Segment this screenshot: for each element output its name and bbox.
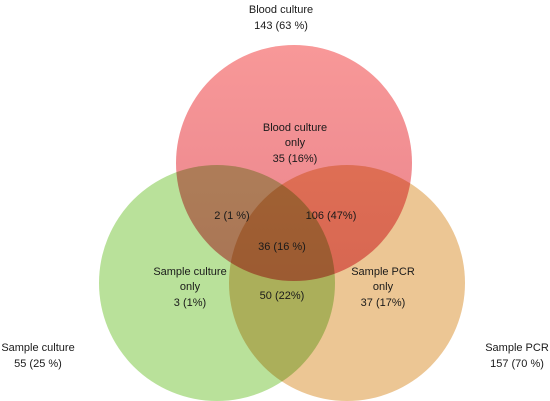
region-label: Blood culture	[263, 122, 327, 134]
set-label: Sample PCR	[485, 342, 549, 354]
region-label: Sample culture	[153, 266, 226, 278]
region-label: 50 (22%)	[260, 290, 305, 302]
set-count: 157 (70 %)	[490, 358, 544, 370]
region-label: Sample PCR	[351, 266, 415, 278]
sample-pcr-circle	[229, 165, 465, 401]
region-label: 37 (17%)	[361, 297, 406, 309]
set-count: 55 (25 %)	[14, 358, 62, 370]
region-label: 106 (47%)	[306, 210, 357, 222]
region-label: 3 (1%)	[174, 297, 206, 309]
region-label: 2 (1 %)	[214, 210, 249, 222]
set-label: Sample culture	[1, 342, 74, 354]
set-count: 143 (63 %)	[254, 20, 308, 32]
region-label: only	[285, 137, 306, 149]
region-label: only	[373, 281, 394, 293]
region-label: 36 (16 %)	[258, 241, 306, 253]
set-label: Blood culture	[249, 4, 313, 16]
region-label: 35 (16%)	[273, 153, 318, 165]
region-label: only	[180, 281, 201, 293]
